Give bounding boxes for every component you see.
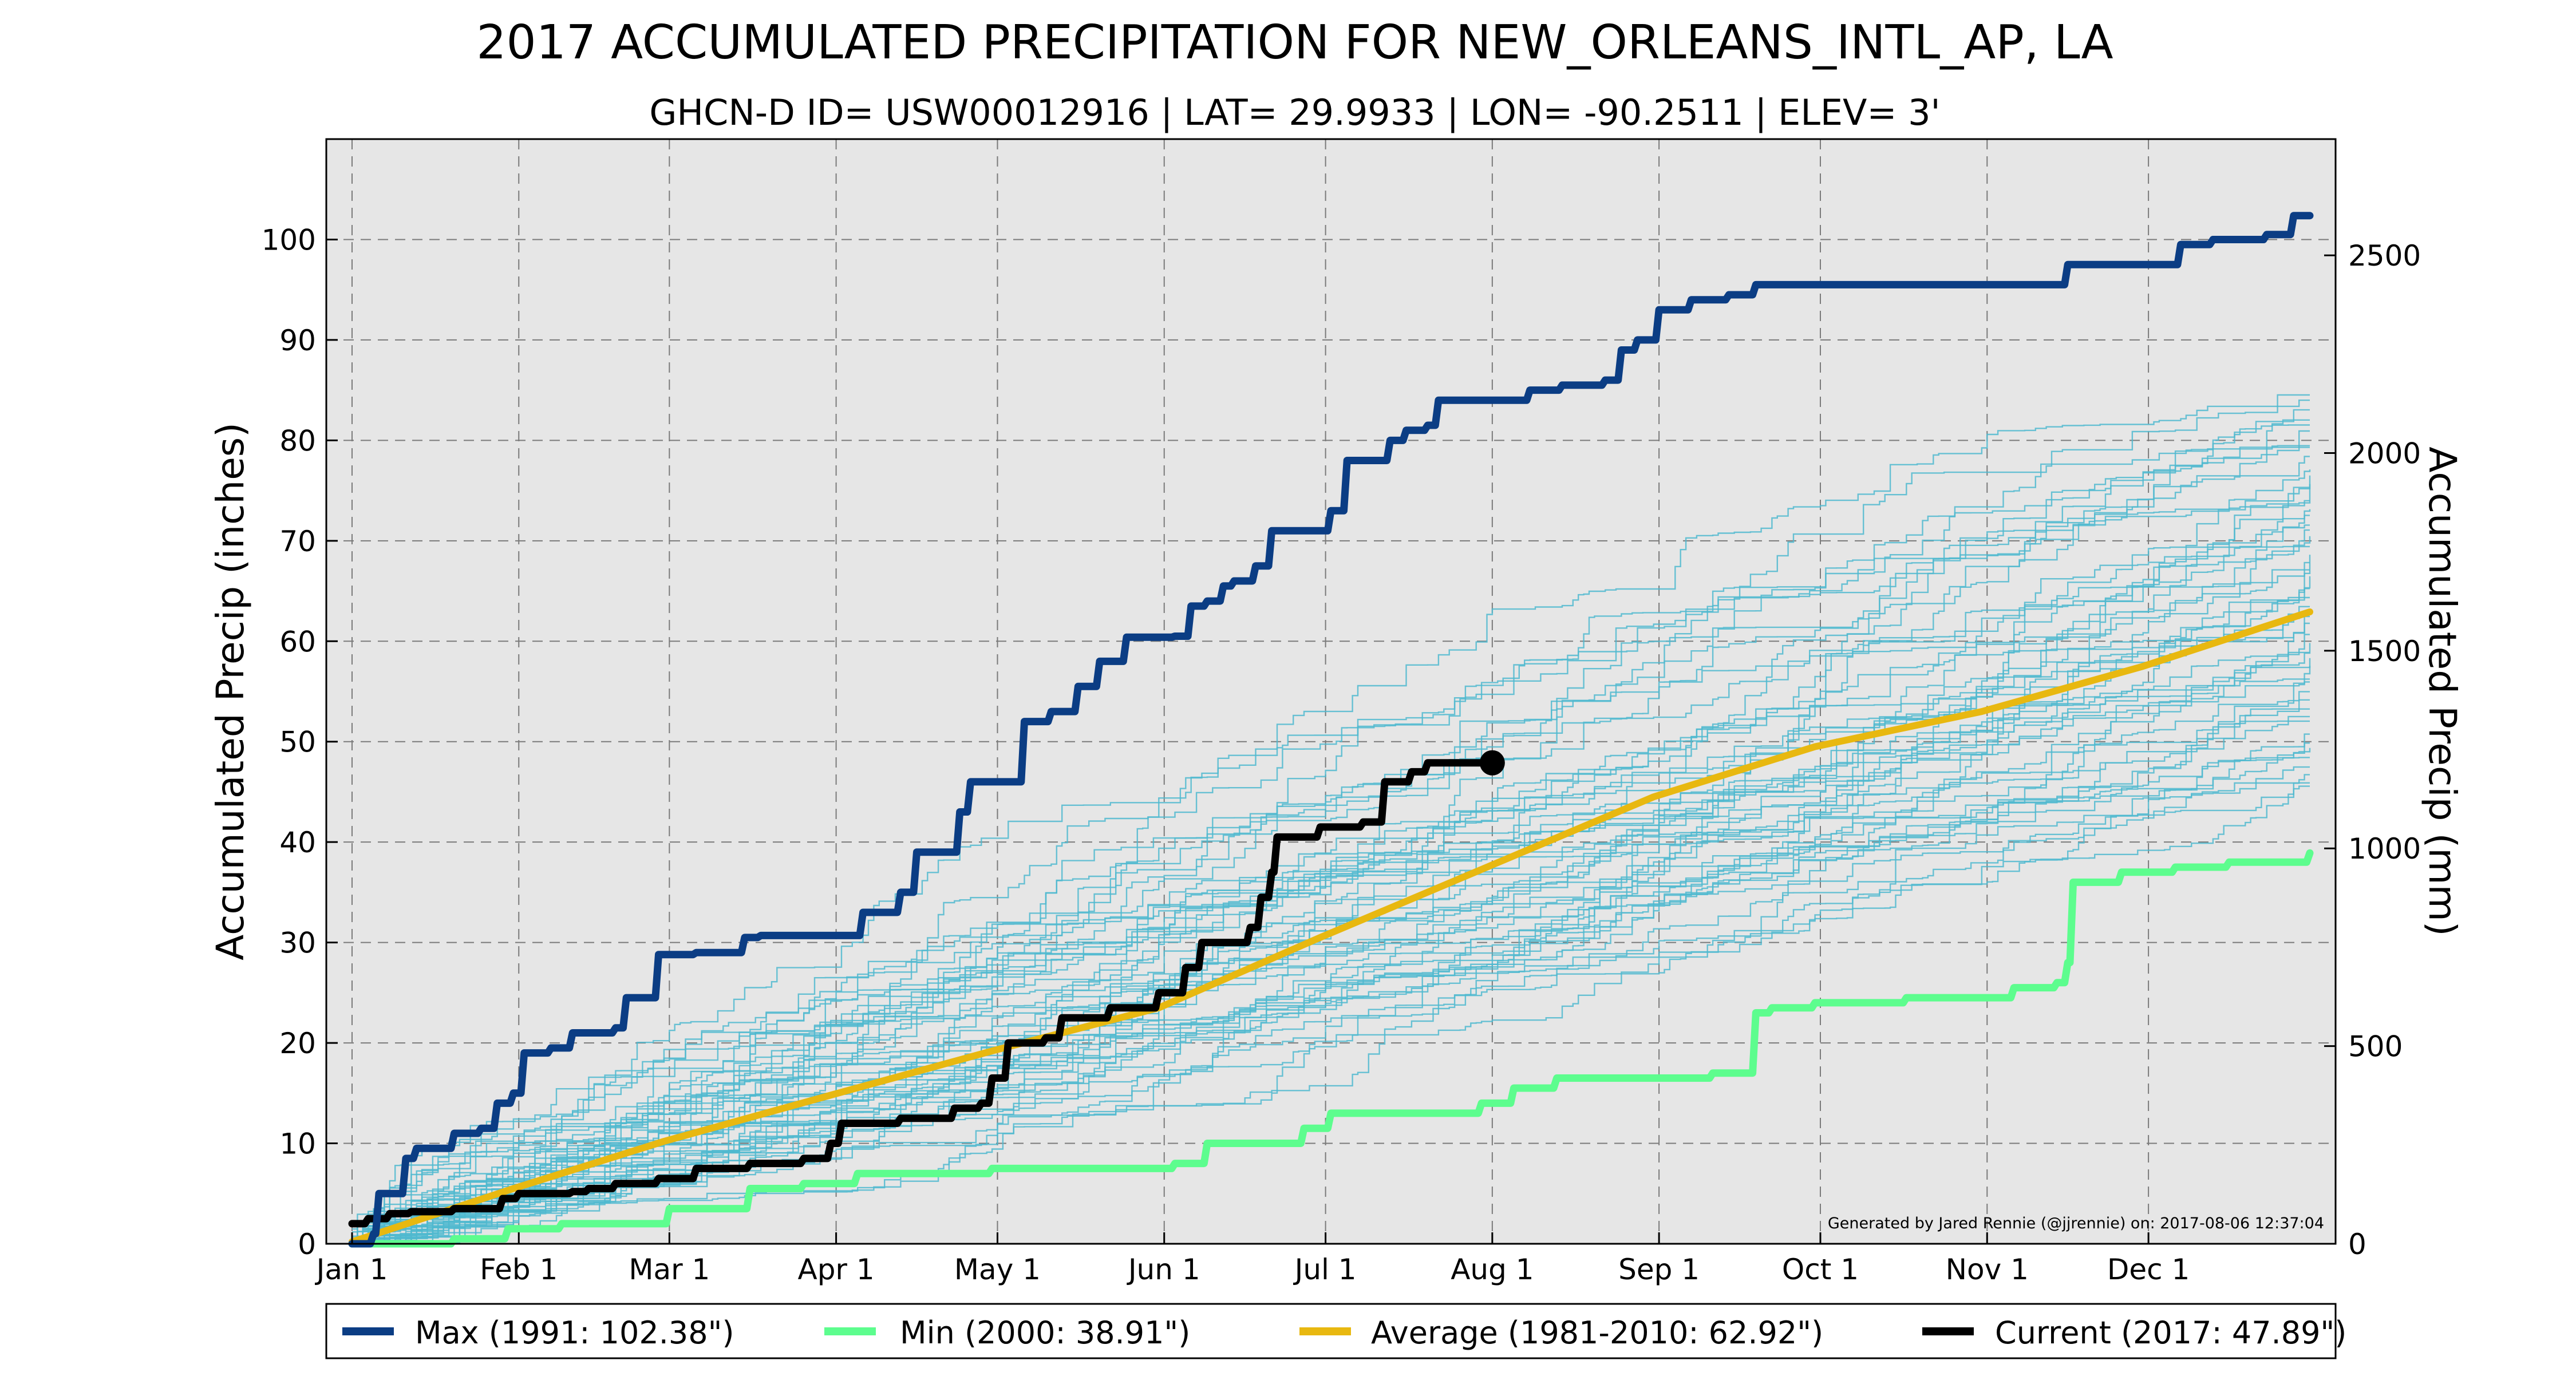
- y-tick-label: 90: [279, 324, 316, 357]
- x-tick-label: Aug 1: [1451, 1253, 1534, 1286]
- chart-title: 2017 ACCUMULATED PRECIPITATION FOR NEW_O…: [476, 15, 2113, 70]
- plot-background: [326, 139, 2336, 1244]
- y-right-tick-label: 1500: [2348, 635, 2421, 668]
- y-right-tick-label: 2000: [2348, 437, 2421, 470]
- historical-year-line: [352, 742, 2310, 1245]
- historical-year-line: [352, 445, 2310, 1245]
- x-tick-label: Jul 1: [1293, 1253, 1357, 1286]
- series-line-max: [348, 212, 2314, 1248]
- series-line-average: [349, 608, 2313, 1245]
- y-right-tick-label: 1000: [2348, 832, 2421, 865]
- historical-year-line: [352, 394, 2310, 1245]
- historical-year-line: [352, 446, 2310, 1227]
- main-series-group: [348, 212, 2314, 1248]
- y-tick-label: 0: [298, 1228, 316, 1261]
- historical-year-line: [352, 748, 2311, 1245]
- y-tick-label: 80: [279, 424, 316, 457]
- current-end-marker: [1479, 750, 1505, 776]
- y-axis-label-left: Accumulated Precip (inches): [208, 422, 252, 960]
- historical-year-line: [352, 409, 2310, 1230]
- historical-year-line: [352, 536, 2311, 1245]
- y-right-tick-label: 0: [2348, 1228, 2366, 1261]
- x-tick-label: Oct 1: [1782, 1253, 1859, 1286]
- historical-year-line: [352, 475, 2311, 1245]
- x-tick-label: Sep 1: [1618, 1253, 1700, 1286]
- y-tick-label: 30: [279, 927, 316, 960]
- y-tick-label: 60: [279, 625, 316, 658]
- historical-year-line: [352, 545, 2310, 1245]
- historical-year-line: [352, 643, 2311, 1245]
- x-tick-label: Mar 1: [629, 1253, 710, 1286]
- historical-year-line: [352, 400, 2310, 1233]
- y-axis-label-right: Accumulated Precip (mm): [2420, 446, 2464, 936]
- historical-year-line: [352, 651, 2310, 1245]
- x-tick-label: Jan 1: [315, 1253, 388, 1286]
- legend-label-current: Current (2017: 47.89"): [1995, 1315, 2346, 1351]
- historical-year-line: [352, 430, 2310, 1245]
- y-tick-label: 40: [279, 826, 316, 859]
- historical-year-line: [352, 699, 2310, 1245]
- y-tick-label: 50: [279, 726, 316, 759]
- x-tick-label: Feb 1: [480, 1253, 558, 1286]
- y-tick-label: 10: [279, 1128, 316, 1161]
- legend: Max (1991: 102.38") Min (2000: 38.91") A…: [325, 1303, 2346, 1359]
- chart-subtitle: GHCN-D ID= USW00012916 | LAT= 29.9933 | …: [649, 92, 1940, 134]
- historical-year-line: [352, 524, 2310, 1244]
- historical-year-line: [352, 484, 2311, 1245]
- x-tick-label: Jun 1: [1127, 1253, 1200, 1286]
- historical-year-line: [352, 666, 2311, 1245]
- x-tick-label: Dec 1: [2107, 1253, 2190, 1286]
- y-right-tick-label: 2500: [2348, 239, 2421, 272]
- y-right-tick-label: 500: [2348, 1030, 2403, 1063]
- historical-year-line: [352, 424, 2310, 1245]
- legend-label-min: Min (2000: 38.91"): [900, 1315, 1190, 1351]
- historical-year-line: [352, 576, 2311, 1245]
- legend-label-max: Max (1991: 102.38"): [415, 1315, 734, 1351]
- historical-year-line: [352, 419, 2310, 1245]
- axis-ticks: 0102030405060708090100050010001500200025…: [262, 223, 2421, 1286]
- y-tick-label: 70: [279, 525, 316, 558]
- historical-year-line: [352, 634, 2310, 1245]
- historical-series-group: [352, 394, 2311, 1245]
- historical-year-line: [352, 785, 2310, 1245]
- historical-year-line: [352, 487, 2310, 1245]
- series-line-current: [348, 759, 1491, 1228]
- historical-year-line: [352, 658, 2311, 1241]
- x-tick-label: May 1: [954, 1253, 1041, 1286]
- historical-year-line: [352, 562, 2310, 1244]
- plot-frame: [325, 138, 2337, 1245]
- legend-label-average: Average (1981-2010: 62.92"): [1371, 1315, 1823, 1351]
- footnote: Generated by Jared Rennie (@jjrennie) on…: [1828, 1215, 2324, 1232]
- y-tick-label: 100: [262, 223, 316, 256]
- series-line-min: [348, 849, 2314, 1248]
- x-tick-label: Apr 1: [797, 1253, 874, 1286]
- x-tick-label: Nov 1: [1946, 1253, 2029, 1286]
- y-tick-label: 20: [279, 1027, 316, 1060]
- historical-year-line: [352, 509, 2311, 1245]
